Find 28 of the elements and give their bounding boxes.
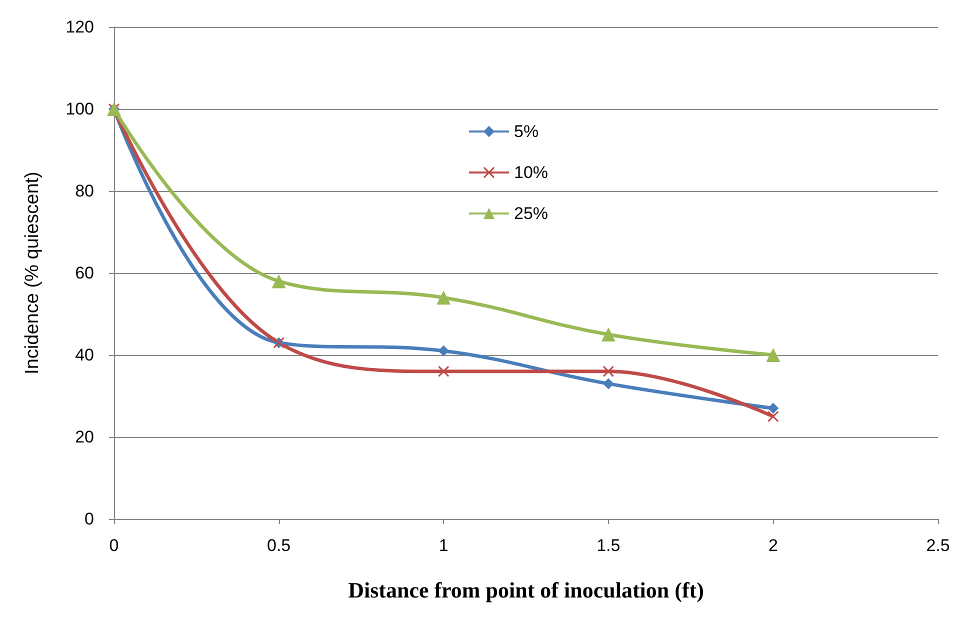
x-tick-label: 0 <box>109 536 119 555</box>
legend-label: 25% <box>514 204 548 223</box>
y-tick-label: 80 <box>75 182 94 200</box>
x-tick-label: 0.5 <box>266 536 291 555</box>
x-axis-title: Distance from point of inoculation (ft) <box>348 578 704 602</box>
point <box>438 366 450 377</box>
point <box>436 290 451 305</box>
y-tick-label: 100 <box>66 100 94 118</box>
x-tick-label: 2.5 <box>926 536 950 555</box>
y-tick-label: 20 <box>75 428 94 446</box>
legend-label: 5% <box>514 122 539 141</box>
legend-label: 10% <box>514 163 548 182</box>
y-tick-label: 0 <box>84 510 94 528</box>
y-tick-label: 120 <box>66 18 94 36</box>
point <box>272 274 286 288</box>
y-tick-label: 60 <box>75 264 94 282</box>
x-tick-label: 1 <box>438 536 448 555</box>
y-axis-title: Incidence (% quiescent) <box>22 172 43 374</box>
point <box>601 328 616 342</box>
point <box>602 378 614 390</box>
x-tick-label: 2 <box>768 536 778 555</box>
point <box>602 366 614 377</box>
y-tick-label: 40 <box>75 346 94 364</box>
point <box>766 348 780 362</box>
point <box>768 411 779 422</box>
point <box>438 345 450 356</box>
x-tick-label: 1.5 <box>596 536 620 555</box>
point <box>768 402 779 414</box>
